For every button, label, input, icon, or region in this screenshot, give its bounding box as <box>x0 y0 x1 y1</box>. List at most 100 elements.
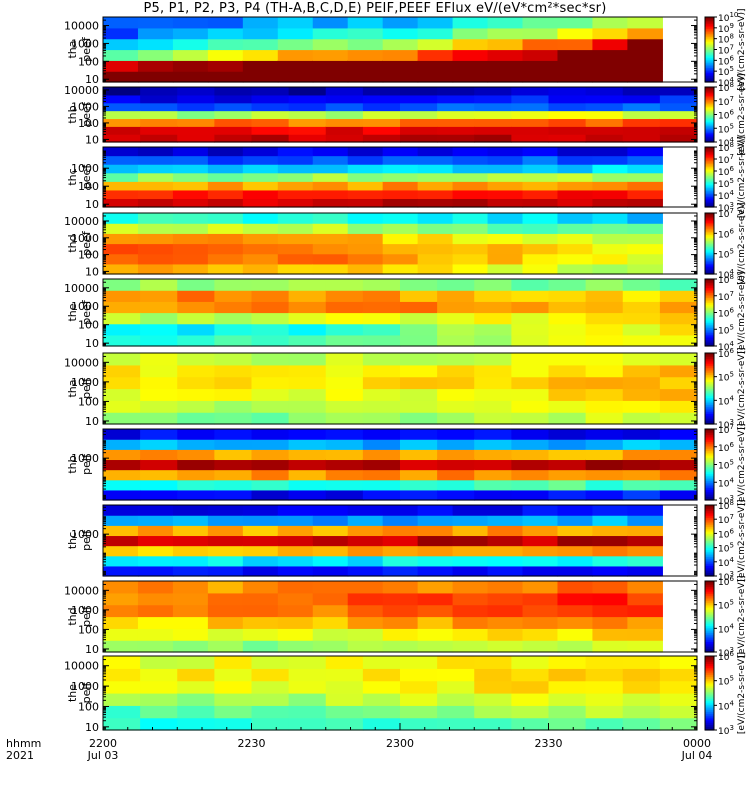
heatmap-cell <box>592 60 628 72</box>
heatmap-cell <box>312 198 349 208</box>
colorbar-cell <box>705 600 714 603</box>
heatmap-cell <box>325 353 364 366</box>
colorbar-cell <box>705 379 714 383</box>
heatmap-cell <box>382 555 419 567</box>
y-tick-label: 1000 <box>71 376 99 389</box>
y-tick-label: 10000 <box>64 584 99 597</box>
heatmap-cell <box>251 312 290 325</box>
colorbar-cell <box>705 199 714 202</box>
heatmap-cell <box>214 94 253 104</box>
heatmap-cell <box>474 429 512 440</box>
heatmap-cell <box>522 164 559 174</box>
heatmap-cell <box>140 680 178 694</box>
colorbar-cell <box>705 163 714 166</box>
heatmap-cell <box>659 110 698 120</box>
colorbar-unit-label: [eV/(cm2-s-sr-eV)] <box>737 73 747 155</box>
heatmap-cell <box>242 155 279 165</box>
heatmap-cell <box>592 172 628 182</box>
colorbar-cell <box>705 107 714 110</box>
heatmap-cell <box>347 545 384 557</box>
colorbar-cell <box>705 181 714 184</box>
heatmap-cell <box>400 449 438 461</box>
heatmap-cell <box>242 565 279 577</box>
heatmap-cell <box>177 668 215 682</box>
heatmap-cell <box>417 535 454 547</box>
heatmap-cell <box>347 172 384 182</box>
heatmap-cell <box>362 412 401 425</box>
heatmap-cell <box>511 656 550 669</box>
heatmap-cell <box>627 198 663 208</box>
x-tick-label: 2330 <box>535 737 563 750</box>
colorbar-cell <box>705 434 714 437</box>
heatmap-cell <box>362 705 401 719</box>
colorbar-cell <box>705 724 714 727</box>
heatmap-cell <box>172 189 209 200</box>
heatmap-cell <box>251 323 290 336</box>
colorbar-cell <box>705 238 714 242</box>
heatmap-cell <box>207 525 244 537</box>
heatmap-cell <box>474 459 512 471</box>
colorbar-cell <box>705 38 714 41</box>
heatmap-cell <box>103 134 141 143</box>
heatmap-cell <box>242 592 279 606</box>
heatmap-cell <box>207 604 244 618</box>
heatmap-cell <box>288 301 327 314</box>
heatmap-cell <box>103 71 139 83</box>
heatmap-cell <box>362 279 401 291</box>
colorbar-unit-label: [eV/(cm2-s-sr-eV)] <box>737 271 747 353</box>
heatmap-cell <box>627 155 663 165</box>
colorbar-cell <box>705 147 714 150</box>
colorbar-cell <box>705 17 714 20</box>
heatmap-cell <box>382 263 419 275</box>
heatmap-cell <box>140 323 178 336</box>
heatmap-cell <box>103 705 141 719</box>
colorbar-cell <box>705 150 714 153</box>
heatmap-cell <box>400 705 438 719</box>
y-tick-label: 1000 <box>71 37 99 50</box>
y-axis-label: thc <box>66 168 79 185</box>
heatmap-cell <box>592 213 628 224</box>
heatmap-cell <box>177 388 215 401</box>
colorbar-cell <box>705 193 714 196</box>
heatmap-cell <box>177 705 215 719</box>
heatmap-cell <box>347 628 384 641</box>
heatmap-cell <box>548 449 587 461</box>
colorbar-cell <box>705 172 714 175</box>
colorbar-cell <box>705 663 714 666</box>
colorbar-cell <box>705 390 714 393</box>
colorbar-cell <box>705 556 714 559</box>
heatmap-cell <box>214 301 253 314</box>
heatmap-cell <box>452 49 489 61</box>
heatmap-cell <box>622 134 661 143</box>
heatmap-cell <box>627 565 663 577</box>
heatmap-cell <box>140 668 178 682</box>
heatmap-cell <box>585 469 624 481</box>
heatmap-cell <box>487 565 524 577</box>
heatmap-cell <box>659 388 698 401</box>
heatmap-cell <box>251 126 290 135</box>
heatmap-cell <box>177 279 215 291</box>
y-axis-label: thb <box>66 455 79 473</box>
colorbar-tick-label: 106 <box>718 307 734 320</box>
colorbar-cell <box>705 374 714 377</box>
heatmap-cell <box>627 233 663 245</box>
heatmap-cell <box>659 656 698 669</box>
heatmap-cell <box>382 71 419 83</box>
heatmap-cell <box>103 535 139 547</box>
colorbar-cell <box>705 195 714 198</box>
heatmap-cell <box>214 290 253 302</box>
colorbar-cell <box>705 492 714 496</box>
colorbar-cell <box>705 644 714 648</box>
heatmap-cell <box>522 155 559 165</box>
heatmap-cell <box>511 87 550 96</box>
heatmap-cell <box>362 376 401 390</box>
y-tick-label: 10 <box>85 721 99 734</box>
heatmap-cell <box>214 134 253 143</box>
colorbar-cell <box>705 241 714 245</box>
heatmap-cell <box>288 290 327 302</box>
heatmap-cell <box>172 604 209 618</box>
heatmap-cell <box>214 376 253 390</box>
heatmap-cell <box>522 233 559 245</box>
colorbar-cell <box>705 392 714 395</box>
heatmap-cell <box>452 147 489 157</box>
